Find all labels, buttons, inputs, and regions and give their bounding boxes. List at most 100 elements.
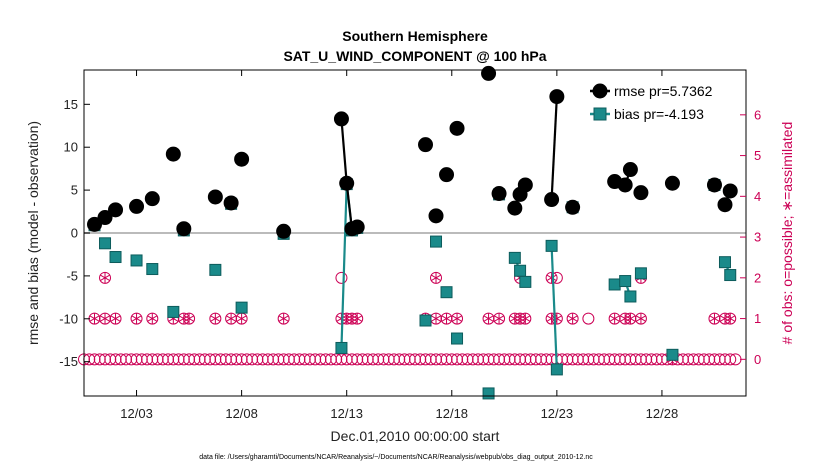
rmse-point	[349, 219, 365, 235]
legend-rmse-label: rmse pr=5.7362	[614, 83, 713, 99]
obs-assimilated-marker	[483, 313, 494, 325]
legend: rmse pr=5.7362 bias pr=-4.193	[582, 77, 740, 149]
x-axis-label: Dec.01,2010 00:00:00 start	[331, 428, 500, 444]
obs-assimilated-marker	[625, 313, 636, 325]
right-tick-label: 4	[754, 189, 761, 204]
obs-assimilated-marker	[725, 313, 736, 325]
bias-point	[99, 237, 112, 250]
right-axis-ticks: 0 1 2 3 4 5 6	[740, 107, 761, 367]
obs-assimilated-marker	[210, 313, 221, 325]
y-tick-label: -5	[66, 268, 78, 283]
x-tick-label: 12/03	[120, 406, 153, 421]
rmse-point	[418, 137, 434, 153]
x-tick-label: 12/18	[436, 406, 469, 421]
legend-bias-label: bias pr=-4.193	[614, 106, 704, 122]
rmse-point	[108, 202, 124, 218]
bias-point	[482, 387, 495, 400]
obs-assimilated-marker	[546, 272, 557, 284]
obs-possible-marker	[335, 271, 348, 284]
obs-assimilated-marker	[515, 313, 526, 325]
obs-assimilated-marker	[147, 313, 158, 325]
obs-assimilated-marker	[226, 313, 237, 325]
y-tick-label: -10	[59, 311, 78, 326]
obs-assimilated-marker	[346, 313, 357, 325]
y-tick-label: 5	[71, 183, 78, 198]
y-tick-label: 15	[64, 97, 78, 112]
bias-point	[608, 278, 621, 291]
rmse-point	[664, 175, 680, 191]
bias-point	[419, 314, 432, 327]
rmse-point	[176, 221, 192, 237]
rmse-point	[87, 216, 103, 232]
rmse-point	[339, 175, 355, 191]
obs-assimilated-marker	[431, 272, 442, 284]
obs-possible-marker	[582, 312, 595, 325]
obs-assimilated-marker	[494, 313, 505, 325]
series-layer	[87, 65, 738, 400]
bias-point	[109, 251, 122, 264]
rmse-point	[144, 191, 160, 207]
rmse-point	[544, 192, 560, 208]
rmse-point	[207, 189, 223, 205]
rmse-point	[565, 199, 581, 215]
bias-point	[146, 263, 159, 276]
right-tick-label: 1	[754, 311, 761, 326]
bias-point	[724, 269, 737, 282]
legend-box	[582, 77, 740, 149]
right-axis-label: # of obs: o=possible; ∗=assimilated	[779, 122, 795, 345]
bias-point	[634, 267, 647, 280]
right-tick-label: 0	[754, 352, 761, 367]
bias-point	[440, 286, 453, 299]
rmse-point	[97, 210, 113, 226]
bias-point	[430, 235, 443, 248]
obs-assimilated-marker	[620, 313, 631, 325]
rmse-point	[706, 177, 722, 193]
right-tick-label: 3	[754, 230, 761, 245]
right-tick-label: 6	[754, 107, 761, 122]
rmse-point	[549, 89, 565, 105]
rmse-point	[481, 65, 497, 81]
obs-assimilated-marker	[110, 313, 121, 325]
obs-assimilated-marker	[278, 313, 289, 325]
bias-point	[235, 301, 248, 314]
bias-point	[718, 256, 731, 269]
rmse-point	[165, 146, 181, 162]
obs-assimilated-marker	[184, 313, 195, 325]
rmse-point	[276, 223, 292, 239]
rmse-line	[550, 96, 558, 200]
obs-assimilated-marker	[520, 313, 531, 325]
obs-assimilated-marker	[509, 313, 520, 325]
obs-assimilated-marker	[100, 272, 111, 284]
obs-possible-marker	[724, 353, 737, 366]
bias-point	[519, 275, 532, 288]
bias-point	[619, 275, 632, 288]
obs-assimilated-marker	[100, 313, 111, 325]
obs-assimilated-marker	[431, 313, 442, 325]
bias-point	[130, 254, 143, 267]
right-tick-label: 2	[754, 270, 761, 285]
right-tick-label: 5	[754, 148, 761, 163]
rmse-point	[507, 200, 523, 216]
chart-title-line-1: Southern Hemisphere	[342, 28, 488, 44]
obs-assimilated-marker	[178, 313, 189, 325]
bias-point	[624, 290, 637, 303]
chart-title-line-2: SAT_U_WIND_COMPONENT @ 100 hPa	[283, 48, 546, 64]
rmse-point	[333, 111, 349, 127]
bias-point	[508, 251, 521, 264]
legend-bias-marker	[593, 107, 607, 121]
obs-assimilated-marker	[352, 313, 363, 325]
rmse-point	[717, 197, 733, 213]
rmse-point	[622, 162, 638, 178]
data-file-footnote: data file: /Users/gharamti/Documents/NCA…	[199, 454, 593, 461]
obs-assimilated-marker	[236, 313, 247, 325]
obs-assimilated-marker	[609, 313, 620, 325]
y-axis-ticks: -15 -10 -5 0 5 10 15	[59, 97, 90, 369]
bias-point	[550, 363, 563, 376]
rmse-point	[439, 167, 455, 183]
x-tick-label: 12/28	[646, 406, 679, 421]
rmse-point	[234, 151, 250, 167]
obs-assimilated-marker	[635, 313, 646, 325]
y-tick-label: 0	[71, 226, 78, 241]
rmse-point	[617, 177, 633, 193]
